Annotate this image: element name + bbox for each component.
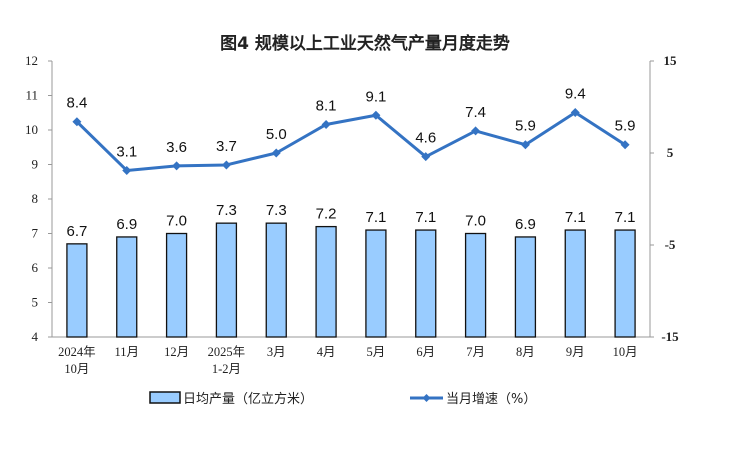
bar <box>514 236 537 338</box>
bar <box>365 229 387 338</box>
bar-value-label: 7.0 <box>465 213 486 230</box>
left-tick-label: 11 <box>25 88 38 103</box>
x-tick-label: 6月 <box>416 345 435 359</box>
left-tick-label: 9 <box>32 157 39 172</box>
chart-title: 图4 规模以上工业天然气产量月度走势 <box>220 33 510 54</box>
right-tick-label: -15 <box>661 329 679 344</box>
line-value-label: 4.6 <box>415 130 436 147</box>
legend-line-marker <box>422 394 431 402</box>
line-point <box>271 148 281 158</box>
legend-line-label: 当月增速（%） <box>446 392 536 407</box>
line-point <box>520 140 530 150</box>
x-tick-label: 2025年 <box>208 345 246 359</box>
left-tick-label: 10 <box>25 122 38 137</box>
line-point <box>570 108 580 118</box>
bar <box>116 236 138 338</box>
bar <box>415 229 437 338</box>
legend-bar-label: 日均产量（亿立方米） <box>183 391 313 407</box>
x-tick-label: 1-2月 <box>212 362 241 376</box>
bar-value-label: 7.1 <box>615 209 636 226</box>
left-tick-label: 4 <box>32 329 39 344</box>
growth-line <box>75 111 626 172</box>
bar-value-label: 7.1 <box>565 209 586 226</box>
line-value-label: 3.7 <box>216 138 237 155</box>
left-tick-label: 7 <box>32 226 39 241</box>
x-tick-label: 8月 <box>516 345 535 359</box>
bar <box>464 232 487 338</box>
bar <box>66 243 88 338</box>
legend-bar-swatch <box>149 391 181 404</box>
left-tick-label: 8 <box>32 191 39 206</box>
line-point <box>620 140 630 150</box>
left-tick-label: 5 <box>32 295 39 310</box>
bar <box>564 229 586 338</box>
bar <box>265 222 287 338</box>
line-point <box>471 126 481 136</box>
right-tick-label: 5 <box>667 145 674 160</box>
line-value-label: 8.4 <box>66 95 87 112</box>
left-tick-label: 6 <box>32 260 39 275</box>
line-value-label: 7.4 <box>465 104 486 121</box>
bar-value-label: 6.9 <box>116 216 137 233</box>
line-point <box>321 119 331 129</box>
x-tick-label: 11月 <box>114 345 139 359</box>
x-tick-label: 3月 <box>267 345 286 359</box>
line-point <box>172 161 182 171</box>
line-value-label: 5.9 <box>615 118 636 135</box>
bar-value-label: 6.9 <box>515 216 536 233</box>
line-value-label: 5.0 <box>266 126 287 143</box>
legend: 日均产量（亿立方米） 当月增速（%） <box>149 391 536 407</box>
x-tick-label: 4月 <box>317 345 336 359</box>
line-point <box>221 160 231 170</box>
left-tick-label: 12 <box>25 53 38 68</box>
x-tick-label: 5月 <box>367 345 386 359</box>
right-tick-label: 15 <box>664 53 678 68</box>
x-tick-label: 2024年 <box>58 345 96 359</box>
bar-value-label: 7.2 <box>316 206 337 223</box>
line-value-label: 3.6 <box>166 139 187 156</box>
line-value-label: 9.4 <box>565 86 586 103</box>
bar-value-label: 7.1 <box>365 209 386 226</box>
bar <box>315 225 337 338</box>
line-value-label: 9.1 <box>365 88 386 105</box>
line-value-label: 8.1 <box>316 97 337 114</box>
x-tick-label: 10月 <box>613 345 638 359</box>
line-point <box>421 152 431 162</box>
bar-value-label: 7.3 <box>266 202 287 219</box>
bar <box>614 229 636 338</box>
x-tick-label: 12月 <box>164 345 189 359</box>
line-point <box>122 165 132 175</box>
x-tick-label: 10月 <box>64 362 89 376</box>
line-point <box>72 117 82 127</box>
x-tick-label: 7月 <box>466 345 485 359</box>
right-tick-label: -5 <box>665 237 676 252</box>
line-value-label: 5.9 <box>515 118 536 135</box>
x-tick-label: 9月 <box>566 345 585 359</box>
bar <box>165 232 188 338</box>
bar-value-label: 7.0 <box>166 213 187 230</box>
bar-value-label: 7.3 <box>216 202 237 219</box>
line-value-label: 3.1 <box>116 143 137 160</box>
bar-value-label: 6.7 <box>66 223 87 240</box>
bar-value-label: 7.1 <box>415 209 436 226</box>
bar <box>215 222 238 338</box>
line-point <box>371 110 381 120</box>
